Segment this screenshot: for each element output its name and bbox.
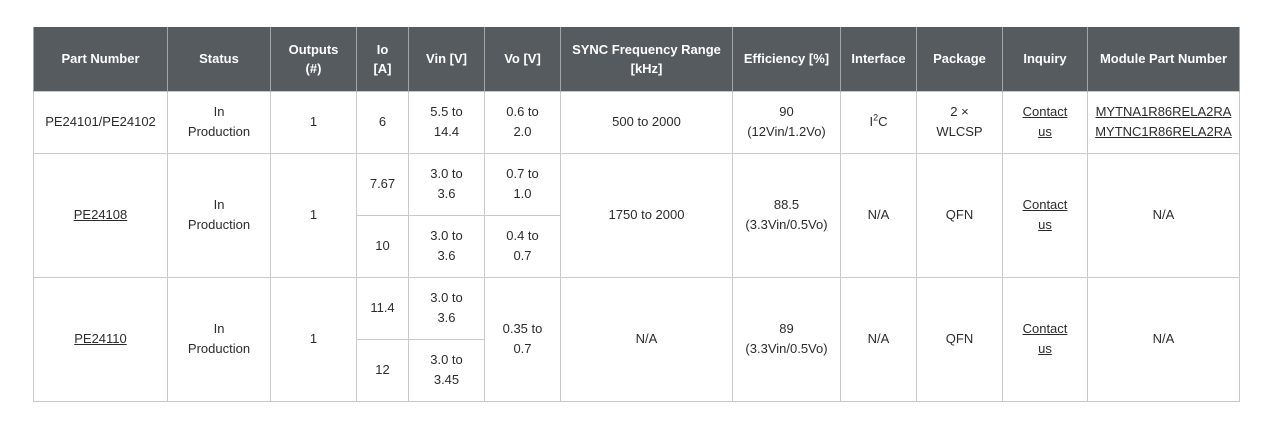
part-number-link[interactable]: PE24108: [73, 207, 128, 222]
header-interface: Interface: [840, 27, 917, 91]
header-vin: Vin [V]: [408, 27, 485, 91]
outputs-cell: 1: [270, 152, 357, 278]
vin-cell: 3.0 to 3.6: [408, 152, 485, 216]
header-vo: Vo [V]: [484, 27, 561, 91]
io-cell: 11.4: [356, 276, 409, 340]
sync-frequency-cell: 500 to 2000: [560, 90, 733, 154]
inquiry-cell: Contact us: [1002, 276, 1088, 402]
status-cell: In Production: [167, 152, 271, 278]
table-header-row: Part Number Status Outputs (#) Io [A] Vin …: [33, 27, 1240, 91]
product-table-container: Part Number Status Outputs (#) Io [A] Vin …: [33, 27, 1240, 402]
header-efficiency: Efficiency [%]: [732, 27, 841, 91]
module-part-link[interactable]: MYTNA1R86RELA2RA: [1095, 104, 1232, 119]
header-module-part-number: Module Part Number: [1087, 27, 1240, 91]
io-cell: 6: [356, 90, 409, 154]
vo-cell: 0.7 to 1.0: [484, 152, 561, 216]
table-row: PE24101/PE24102 In Production 1 6 5.5 to 1…: [33, 90, 1240, 154]
vin-cell: 3.0 to 3.45: [408, 338, 485, 402]
header-package: Package: [916, 27, 1003, 91]
interface-cell: N/A: [840, 276, 917, 402]
module-part-link[interactable]: MYTNC1R86RELA2RA: [1095, 124, 1232, 139]
table-row: 10 3.0 to 3.6 0.4 to 0.7: [34, 214, 1240, 278]
table-row: PE24108 In Production 1 7.67 3.0 to 3.6 0.…: [33, 152, 1240, 278]
package-cell: 2 × WLCSP: [916, 90, 1003, 154]
header-io: Io [A]: [356, 27, 409, 91]
product-spec-table: Part Number Status Outputs (#) Io [A] Vin …: [33, 27, 1240, 402]
sync-frequency-cell: N/A: [560, 276, 733, 402]
module-part-number-cell: N/A: [1087, 152, 1240, 278]
sync-frequency-cell: 1750 to 2000: [560, 152, 733, 278]
vo-cell: 0.6 to 2.0: [484, 90, 561, 154]
io-cell: 10: [356, 214, 409, 278]
module-part-number-cell: N/A: [1087, 276, 1240, 402]
vo-cell: 0.4 to 0.7: [484, 214, 561, 278]
header-part-number: Part Number: [33, 27, 168, 91]
vo-cell: 0.35 to 0.7: [484, 276, 561, 402]
vin-cell: 3.0 to 3.6: [408, 276, 485, 340]
contact-us-link[interactable]: Contact us: [1022, 321, 1068, 356]
contact-us-link[interactable]: Contact us: [1022, 104, 1068, 139]
contact-us-link[interactable]: Contact us: [1022, 197, 1068, 232]
header-status: Status: [167, 27, 271, 91]
vin-cell: 5.5 to 14.4: [408, 90, 485, 154]
io-cell: 7.67: [356, 152, 409, 216]
status-cell: In Production: [167, 90, 271, 154]
header-outputs: Outputs (#): [270, 27, 357, 91]
module-part-number-cell: MYTNA1R86RELA2RA MYTNC1R86RELA2RA: [1087, 90, 1240, 154]
package-cell: QFN: [916, 152, 1003, 278]
package-cell: QFN: [916, 276, 1003, 402]
status-cell: In Production: [167, 276, 271, 402]
table-row: 12 3.0 to 3.45: [34, 338, 1240, 402]
inquiry-cell: Contact us: [1002, 90, 1088, 154]
part-number-cell: PE24110: [33, 276, 168, 402]
header-inquiry: Inquiry: [1002, 27, 1088, 91]
interface-cell: N/A: [840, 152, 917, 278]
efficiency-cell: 90 (12Vin/1.2Vo): [732, 90, 841, 154]
part-number-cell: PE24108: [33, 152, 168, 278]
outputs-cell: 1: [270, 276, 357, 402]
header-sync-frequency: SYNC Frequency Range [kHz]: [560, 27, 733, 91]
part-number-cell: PE24101/PE24102: [33, 90, 168, 154]
interface-cell: I2C: [840, 90, 917, 154]
vin-cell: 3.0 to 3.6: [408, 214, 485, 278]
efficiency-cell: 89 (3.3Vin/0.5Vo): [732, 276, 841, 402]
outputs-cell: 1: [270, 90, 357, 154]
part-number-link[interactable]: PE24110: [74, 331, 127, 346]
efficiency-cell: 88.5 (3.3Vin/0.5Vo): [732, 152, 841, 278]
table-row: PE24110 In Production 1 11.4 3.0 to 3.6 0.…: [33, 276, 1240, 402]
io-cell: 12: [356, 338, 409, 402]
inquiry-cell: Contact us: [1002, 152, 1088, 278]
